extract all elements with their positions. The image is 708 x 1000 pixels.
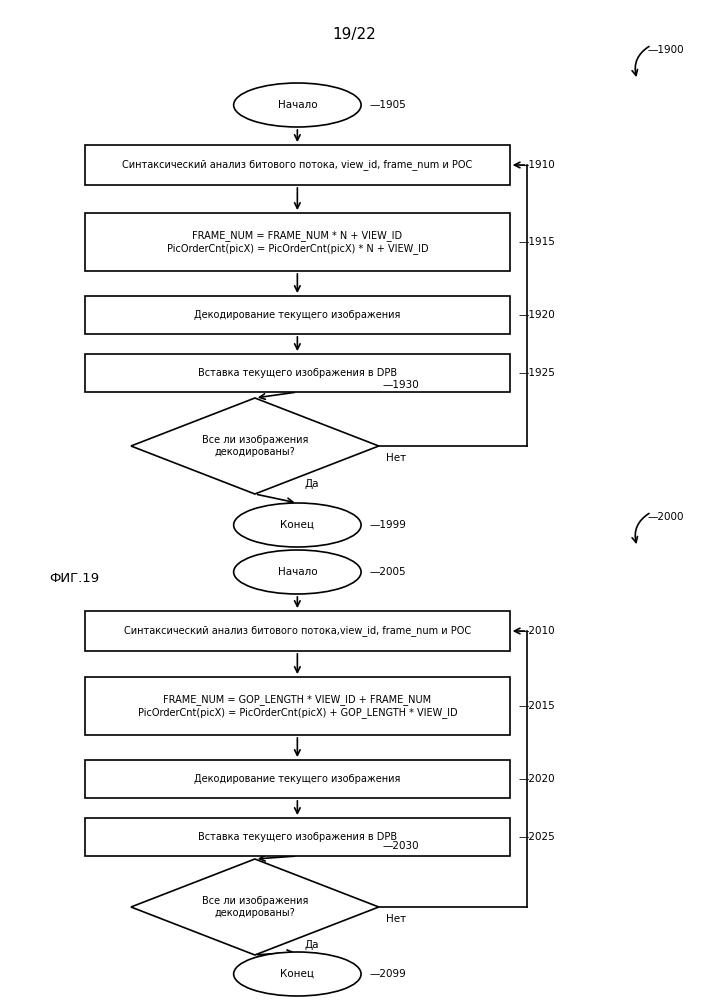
Text: —2005: —2005 — [370, 567, 406, 577]
Bar — [85, 611, 510, 651]
Text: Нет: Нет — [386, 914, 406, 924]
Text: —2000: —2000 — [648, 512, 685, 522]
Text: —1930: —1930 — [382, 380, 419, 390]
Bar — [85, 296, 510, 334]
Text: ФИГ.19: ФИГ.19 — [50, 572, 100, 585]
Text: Конец: Конец — [280, 520, 314, 530]
Text: —1915: —1915 — [518, 237, 555, 247]
Bar — [85, 818, 510, 856]
Text: Начало: Начало — [278, 567, 317, 577]
Text: Да: Да — [304, 479, 319, 489]
Text: Синтаксический анализ битового потока,view_id, frame_num и РОС: Синтаксический анализ битового потока,vi… — [124, 626, 471, 636]
Text: FRAME_NUM = FRAME_NUM * N + VIEW_ID
PicOrderCnt(picX) = PicOrderCnt(picX) * N + : FRAME_NUM = FRAME_NUM * N + VIEW_ID PicO… — [166, 230, 428, 254]
Text: —2015: —2015 — [518, 701, 555, 711]
Bar — [85, 354, 510, 392]
Text: —1920: —1920 — [518, 310, 555, 320]
Text: —1910: —1910 — [518, 160, 555, 170]
Text: Вставка текущего изображения в DPB: Вставка текущего изображения в DPB — [198, 832, 397, 842]
Text: —2020: —2020 — [518, 774, 555, 784]
Text: Все ли изображения
декодированы?: Все ли изображения декодированы? — [202, 896, 308, 918]
Text: FRAME_NUM = GOP_LENGTH * VIEW_ID + FRAME_NUM
PicOrderCnt(picX) = PicOrderCnt(pic: FRAME_NUM = GOP_LENGTH * VIEW_ID + FRAME… — [137, 694, 457, 718]
Text: Все ли изображения
декодированы?: Все ли изображения декодированы? — [202, 435, 308, 457]
Text: —2025: —2025 — [518, 832, 555, 842]
Ellipse shape — [234, 952, 361, 996]
Text: —2099: —2099 — [370, 969, 406, 979]
Bar — [85, 145, 510, 185]
Text: Синтаксический анализ битового потока, view_id, frame_num и РОС: Синтаксический анализ битового потока, v… — [122, 160, 472, 170]
Text: —1999: —1999 — [370, 520, 406, 530]
Bar — [85, 677, 510, 735]
Text: —2010: —2010 — [518, 626, 555, 636]
Text: Начало: Начало — [278, 100, 317, 110]
Text: Декодирование текущего изображения: Декодирование текущего изображения — [194, 310, 401, 320]
Text: —1925: —1925 — [518, 368, 555, 378]
Polygon shape — [131, 398, 379, 494]
Bar — [85, 760, 510, 798]
Ellipse shape — [234, 83, 361, 127]
Text: Вставка текущего изображения в DPB: Вставка текущего изображения в DPB — [198, 368, 397, 378]
Text: 19/22: 19/22 — [332, 27, 376, 42]
Ellipse shape — [234, 550, 361, 594]
Bar — [85, 213, 510, 271]
Text: Декодирование текущего изображения: Декодирование текущего изображения — [194, 774, 401, 784]
Text: —2030: —2030 — [382, 841, 419, 851]
Text: Конец: Конец — [280, 969, 314, 979]
Ellipse shape — [234, 503, 361, 547]
Text: —1905: —1905 — [370, 100, 406, 110]
Polygon shape — [131, 859, 379, 955]
Text: Да: Да — [304, 940, 319, 950]
Text: —1900: —1900 — [648, 45, 685, 55]
Text: Нет: Нет — [386, 453, 406, 463]
